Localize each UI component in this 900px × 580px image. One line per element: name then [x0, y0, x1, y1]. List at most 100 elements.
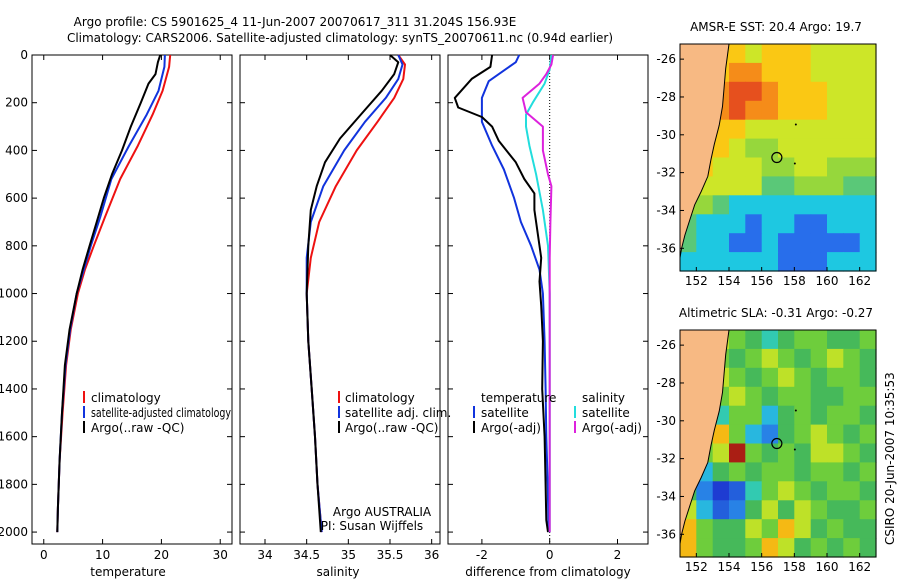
heatmap-cell — [761, 481, 779, 501]
y-tick-label: -28 — [656, 90, 676, 104]
heatmap-cell — [794, 538, 812, 558]
heatmap-cell — [761, 462, 779, 482]
heatmap-cell — [810, 386, 828, 407]
heatmap-cell — [712, 462, 730, 482]
x-tick-label: 158 — [783, 274, 806, 288]
heatmap-cell — [810, 252, 828, 272]
heatmap-cell — [761, 233, 779, 253]
heatmap-cell — [810, 462, 828, 482]
heatmap-cell — [729, 119, 746, 140]
heatmap-cell — [859, 386, 877, 407]
heatmap-cell — [696, 233, 714, 253]
y-tick-label: 2000 — [0, 525, 28, 539]
x-tick-label: 162 — [848, 560, 871, 574]
legend-title-temperature: temperature — [481, 391, 556, 405]
difference-series — [453, 54, 555, 533]
series-line-salinity-argo-adj- — [521, 54, 555, 533]
salinity-series — [305, 54, 406, 533]
heatmap-cell — [712, 157, 730, 177]
heatmap-cell — [778, 214, 795, 234]
heatmap-cell — [794, 252, 812, 272]
heatmap-cell — [810, 405, 828, 426]
heatmap-cell — [859, 500, 877, 520]
heatmap-cell — [778, 195, 795, 215]
heatmap-cell — [778, 424, 795, 445]
x-tick-label: 35.5 — [377, 548, 404, 562]
heatmap-cell — [810, 214, 828, 234]
heatmap-cell — [843, 330, 861, 350]
profile-location-marker — [771, 151, 783, 164]
heatmap-cell — [729, 443, 746, 463]
series-line-climatology — [56, 54, 172, 533]
heatmap-cell — [696, 195, 714, 215]
heatmap-cell — [794, 462, 812, 482]
x-tick-label: 10 — [95, 548, 110, 562]
heatmap-cell — [778, 330, 795, 350]
heatmap-cell — [827, 195, 844, 215]
heatmap-cell — [810, 481, 828, 501]
heatmap-cell — [859, 348, 877, 369]
heatmap-cell — [745, 214, 763, 234]
heatmap-cell — [761, 195, 779, 215]
heatmap-cell — [696, 519, 714, 539]
heatmap-cell — [859, 100, 877, 121]
heatmap-cell — [810, 233, 828, 253]
heatmap-cell — [827, 119, 844, 140]
y-tick-label: -30 — [656, 128, 676, 142]
heatmap-cell — [761, 405, 779, 426]
heatmap-cell — [843, 519, 861, 539]
sla-map-title: Altimetric SLA: -0.31 Argo: -0.27 — [679, 306, 873, 320]
heatmap-cell — [761, 330, 779, 350]
heatmap-cell — [761, 119, 779, 140]
x-tick-label: 20 — [154, 548, 169, 562]
heatmap-cell — [810, 519, 828, 539]
heatmap-cell — [712, 424, 730, 445]
heatmap-cell — [712, 195, 730, 215]
heatmap-cell — [729, 500, 746, 520]
heatmap-cell — [761, 500, 779, 520]
heatmap-cell — [827, 500, 844, 520]
legend-title-salinity: salinity — [582, 391, 625, 405]
heatmap-cell — [745, 386, 763, 407]
heatmap-cell — [859, 44, 877, 64]
heatmap-cell — [778, 62, 795, 83]
difference-axes: -2 0 2 — [447, 54, 649, 562]
heatmap-cell — [843, 367, 861, 388]
heatmap-cell — [859, 157, 877, 177]
heatmap-cell — [745, 233, 763, 253]
heatmap-cell — [794, 44, 812, 64]
heatmap-cell — [827, 519, 844, 539]
plot-frame — [31, 54, 233, 545]
heatmap-cell — [745, 330, 763, 350]
heatmap-cell — [745, 119, 763, 140]
sla-map: 152 154 156 158 160 162 -26 -28 -30 -32 -34 -36 — [656, 329, 877, 574]
heatmap-cell — [843, 138, 861, 159]
heatmap-cell — [761, 214, 779, 234]
heatmap-cell — [794, 481, 812, 501]
y-tick-label: -36 — [656, 241, 676, 255]
heatmap-cell — [843, 348, 861, 369]
heatmap-cell — [827, 214, 844, 234]
heatmap-cell — [696, 252, 714, 272]
heatmap-cell — [810, 443, 828, 463]
heatmap-cell — [827, 176, 844, 196]
heatmap-cell — [827, 367, 844, 388]
heatmap-cell — [859, 252, 877, 272]
heatmap-cell — [810, 44, 828, 64]
heatmap-cell — [745, 81, 763, 102]
heatmap-cell — [712, 138, 730, 159]
heatmap-cell — [729, 233, 746, 253]
series-line-satellite-adjusted-climatology — [56, 54, 166, 533]
series-line-climatology — [305, 54, 406, 533]
salinity-legend: climatology satellite adj. clim. Argo(..… — [338, 391, 451, 435]
heatmap-cell — [827, 462, 844, 482]
heatmap-cell — [729, 44, 746, 64]
heatmap-cell — [810, 176, 828, 196]
heatmap-cell — [729, 195, 746, 215]
heatmap-cell — [745, 519, 763, 539]
heatmap-cell — [761, 252, 779, 272]
series-line-satellite-adj-clim- — [305, 54, 404, 533]
heatmap-cell — [778, 81, 795, 102]
heatmap-cell — [761, 519, 779, 539]
temperature-axes: 0 10 20 30 0 200 400 600 800 1000 1200 1400 1600 1800… — [0, 48, 233, 562]
